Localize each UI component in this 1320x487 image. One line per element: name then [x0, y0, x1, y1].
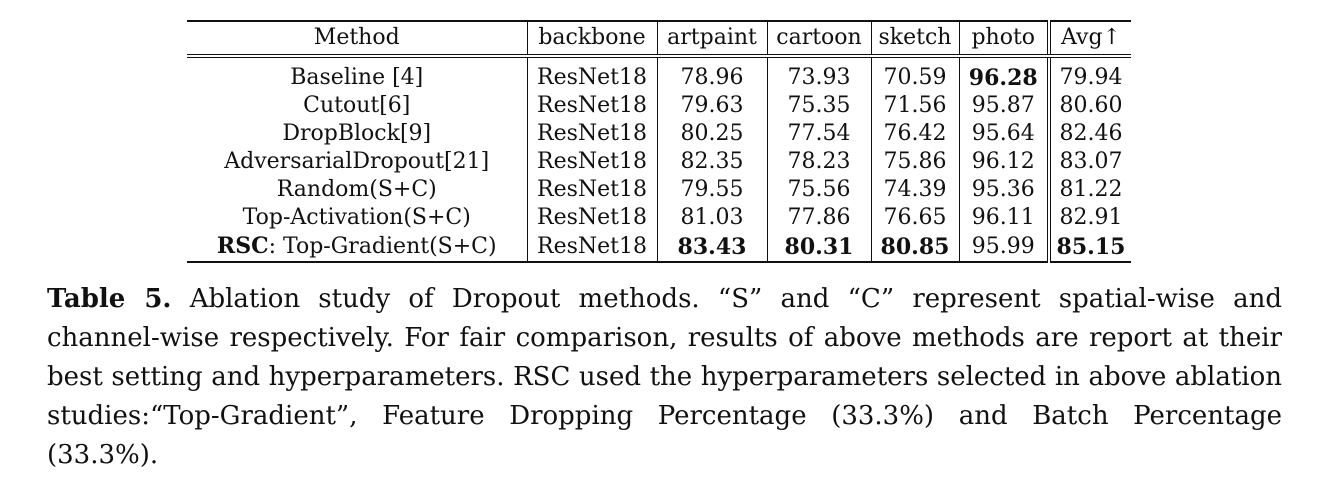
cartoon-cell: 75.56	[766, 176, 871, 204]
method-name: DropBlock[9]	[282, 121, 432, 146]
results-table: Method backbone artpaint cartoon sketch …	[187, 20, 1131, 263]
sketch-cell: 75.86	[870, 148, 959, 176]
table-row: Random(S+C) ResNet18 79.55 75.56 74.39 9…	[187, 176, 1131, 204]
sketch-cell: 74.39	[870, 176, 959, 204]
backbone-cell: ResNet18	[526, 56, 657, 92]
sketch-cell: 71.56	[870, 92, 959, 120]
table-row: Top-Activation(S+C) ResNet18 81.03 77.86…	[187, 204, 1131, 232]
sketch-cell: 76.42	[870, 120, 959, 148]
backbone-cell: ResNet18	[526, 148, 657, 176]
backbone-cell: ResNet18	[526, 120, 657, 148]
avg-cell: 82.91	[1047, 204, 1131, 232]
photo-cell: 95.36	[958, 176, 1049, 204]
photo-cell: 96.11	[958, 204, 1049, 232]
method-cell: Baseline [4]	[187, 56, 527, 92]
method-cell: DropBlock[9]	[187, 120, 527, 148]
cartoon-cell: 73.93	[766, 56, 871, 92]
avg-cell: 81.22	[1047, 176, 1131, 204]
method-name: AdversarialDropout[21]	[224, 149, 490, 174]
method-name: Top-Activation(S+C)	[242, 205, 471, 230]
col-header-method: Method	[187, 20, 527, 58]
method-cell: Random(S+C)	[187, 176, 527, 204]
table-caption: Table 5. Ablation study of Dropout metho…	[47, 280, 1282, 475]
photo-cell: 95.87	[958, 92, 1049, 120]
sketch-cell: 70.59	[870, 56, 959, 92]
artpaint-cell: 80.25	[656, 120, 767, 148]
avg-cell: 85.15	[1047, 232, 1131, 263]
artpaint-cell: 83.43	[656, 232, 767, 263]
method-cell: Cutout[6]	[187, 92, 527, 120]
avg-cell: 82.46	[1047, 120, 1131, 148]
cartoon-cell: 75.35	[766, 92, 871, 120]
col-header-sketch: sketch	[870, 20, 959, 58]
table-row: DropBlock[9] ResNet18 80.25 77.54 76.42 …	[187, 120, 1131, 148]
backbone-cell: ResNet18	[526, 232, 657, 263]
photo-cell: 95.99	[958, 232, 1049, 263]
sketch-cell: 76.65	[870, 204, 959, 232]
method-name: : Top-Gradient(S+C)	[268, 234, 497, 259]
photo-cell: 95.64	[958, 120, 1049, 148]
table-row: AdversarialDropout[21] ResNet18 82.35 78…	[187, 148, 1131, 176]
caption-text: Ablation study of Dropout methods. “S” a…	[47, 284, 1283, 470]
table-row: Cutout[6] ResNet18 79.63 75.35 71.56 95.…	[187, 92, 1131, 120]
backbone-cell: ResNet18	[526, 92, 657, 120]
avg-cell: 79.94	[1047, 56, 1131, 92]
col-header-artpaint: artpaint	[656, 20, 767, 58]
avg-cell: 83.07	[1047, 148, 1131, 176]
cartoon-cell: 78.23	[766, 148, 871, 176]
artpaint-cell: 79.63	[656, 92, 767, 120]
table-row: RSC: Top-Gradient(S+C) ResNet18 83.43 80…	[187, 232, 1131, 263]
method-name: Cutout[6]	[303, 93, 411, 118]
method-name-bold: RSC	[216, 233, 269, 259]
method-cell: RSC: Top-Gradient(S+C)	[187, 232, 527, 263]
cartoon-cell: 77.54	[766, 120, 871, 148]
table-header-row: Method backbone artpaint cartoon sketch …	[187, 20, 1131, 58]
photo-cell: 96.28	[958, 56, 1049, 92]
table-row: Baseline [4] ResNet18 78.96 73.93 70.59 …	[187, 56, 1131, 92]
artpaint-cell: 81.03	[656, 204, 767, 232]
backbone-cell: ResNet18	[526, 204, 657, 232]
col-header-backbone: backbone	[526, 20, 657, 58]
photo-cell: 96.12	[958, 148, 1049, 176]
method-name: Random(S+C)	[276, 177, 437, 202]
cartoon-cell: 77.86	[766, 204, 871, 232]
cartoon-cell: 80.31	[766, 232, 871, 263]
col-header-cartoon: cartoon	[766, 20, 871, 58]
avg-cell: 80.60	[1047, 92, 1131, 120]
artpaint-cell: 78.96	[656, 56, 767, 92]
backbone-cell: ResNet18	[526, 176, 657, 204]
method-cell: Top-Activation(S+C)	[187, 204, 527, 232]
artpaint-cell: 82.35	[656, 148, 767, 176]
col-header-avg: Avg↑	[1047, 20, 1131, 58]
method-name: Baseline [4]	[290, 65, 424, 90]
caption-label: Table 5.	[47, 284, 172, 314]
results-table-container: Method backbone artpaint cartoon sketch …	[187, 20, 1131, 263]
sketch-cell: 80.85	[870, 232, 959, 263]
artpaint-cell: 79.55	[656, 176, 767, 204]
method-cell: AdversarialDropout[21]	[187, 148, 527, 176]
col-header-photo: photo	[958, 20, 1049, 58]
